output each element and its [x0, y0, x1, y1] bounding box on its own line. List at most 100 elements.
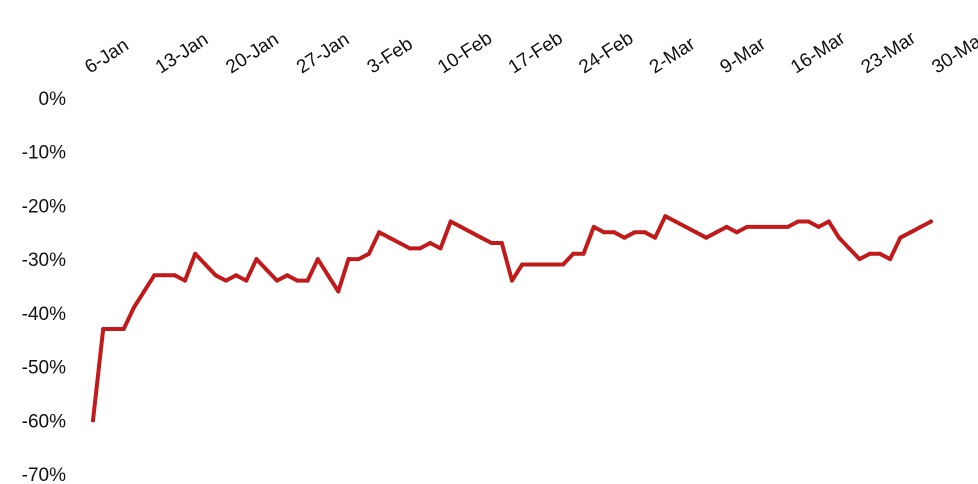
data-point	[428, 241, 433, 245]
data-point	[387, 235, 392, 240]
data-point	[602, 230, 606, 235]
data-point	[193, 251, 198, 256]
data-point	[285, 273, 290, 278]
data-point	[101, 327, 106, 331]
y-axis: 0% -10% -20% -30% -40% -50% -60% -70%	[22, 89, 66, 484]
data-point	[407, 246, 412, 251]
data-point	[857, 257, 862, 262]
data-point	[203, 262, 208, 267]
data-point	[366, 251, 371, 256]
x-tick-label: 9-Mar	[717, 33, 771, 78]
data-point	[540, 262, 545, 267]
series-line	[91, 214, 933, 423]
data-point	[305, 278, 310, 283]
y-tick-label: 0%	[39, 89, 67, 110]
data-point	[121, 327, 126, 331]
data-point	[826, 219, 831, 224]
y-tick-label: -10%	[22, 143, 66, 164]
data-point	[469, 230, 474, 235]
data-point	[837, 235, 841, 240]
data-point	[295, 278, 300, 283]
data-point	[867, 251, 872, 256]
data-point	[479, 235, 484, 240]
x-tick-label: 10-Feb	[434, 28, 496, 78]
x-tick-label: 30-Mar	[928, 27, 978, 78]
data-point	[908, 230, 913, 235]
data-point	[326, 273, 330, 278]
data-point	[847, 246, 852, 251]
data-point	[785, 224, 790, 229]
data-point	[918, 224, 923, 229]
y-tick-label: -50%	[22, 358, 66, 379]
data-point	[642, 230, 647, 235]
data-point	[336, 289, 341, 294]
data-point	[315, 257, 320, 262]
data-point	[591, 224, 596, 229]
data-point	[223, 278, 228, 283]
x-tick-label: 3-Feb	[364, 34, 417, 79]
data-point	[765, 224, 770, 229]
data-point	[458, 224, 463, 229]
data-point	[714, 230, 719, 235]
data-point	[816, 224, 821, 229]
data-point	[898, 235, 903, 240]
x-tick-label: 27-Jan	[293, 29, 353, 78]
data-point	[806, 219, 811, 224]
data-point	[745, 224, 749, 229]
data-point	[929, 219, 933, 224]
data-point	[510, 278, 514, 283]
data-point	[162, 273, 167, 278]
data-point	[530, 262, 535, 267]
data-point	[377, 230, 382, 235]
y-tick-label: -60%	[22, 411, 66, 432]
data-point	[131, 305, 136, 310]
data-point	[888, 257, 893, 262]
data-point	[346, 257, 351, 262]
data-point	[499, 241, 504, 245]
x-tick-label: 17-Feb	[505, 28, 567, 78]
data-point	[622, 235, 627, 240]
data-point	[632, 230, 637, 235]
data-point	[111, 327, 116, 331]
data-point	[397, 241, 402, 245]
data-point	[448, 219, 453, 224]
data-point	[275, 278, 279, 283]
data-point	[418, 246, 422, 251]
x-tick-label: 13-Jan	[152, 29, 212, 78]
data-point	[663, 214, 668, 219]
y-tick-label: -20%	[22, 196, 66, 217]
data-point	[234, 273, 239, 278]
data-point	[254, 257, 259, 262]
data-point	[683, 224, 688, 229]
x-tick-label: 20-Jan	[222, 29, 282, 78]
data-point	[152, 273, 157, 278]
x-tick-label: 23-Mar	[858, 27, 920, 78]
data-point	[704, 235, 709, 240]
plot-area	[91, 214, 933, 423]
data-point	[244, 278, 249, 283]
data-point	[213, 273, 218, 278]
data-point	[653, 235, 658, 240]
data-point	[612, 230, 617, 235]
x-axis: 6-Jan 13-Jan 20-Jan 27-Jan 3-Feb 10-Feb 17-Feb…	[81, 27, 978, 78]
x-tick-label: 16-Mar	[787, 27, 849, 78]
data-point	[796, 219, 801, 224]
data-point	[755, 224, 760, 229]
data-point	[561, 262, 566, 267]
data-point	[520, 262, 525, 267]
data-point	[550, 262, 555, 267]
data-point	[91, 418, 95, 423]
y-tick-label: -30%	[22, 250, 66, 271]
data-point	[489, 241, 494, 245]
data-point	[356, 257, 361, 262]
y-tick-label: -70%	[22, 465, 66, 484]
data-point	[694, 230, 698, 235]
data-point	[264, 267, 269, 272]
data-point	[142, 289, 147, 294]
x-tick-label: 6-Jan	[81, 35, 132, 78]
x-tick-label: 2-Mar	[646, 33, 700, 78]
x-tick-label: 24-Feb	[575, 28, 637, 78]
data-point	[172, 273, 177, 278]
